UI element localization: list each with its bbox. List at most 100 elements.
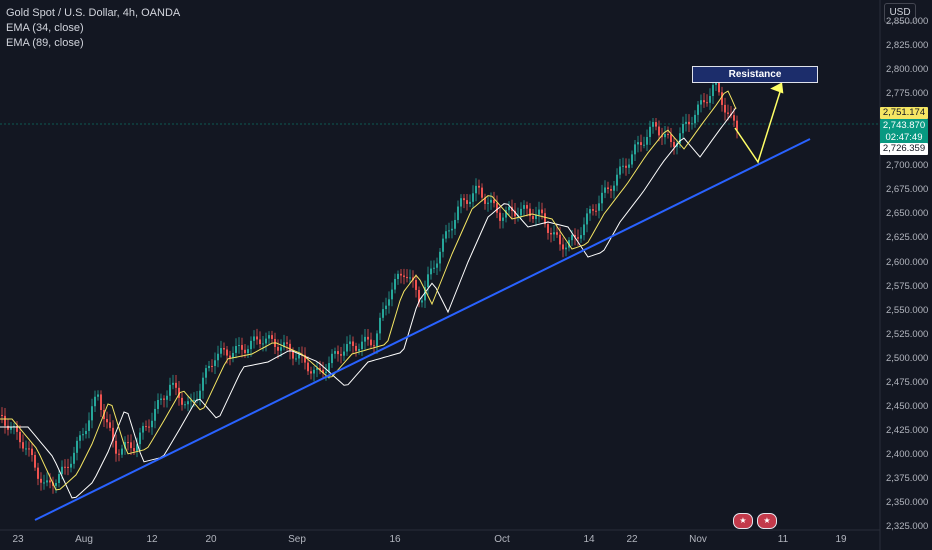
candle-body [721,92,723,105]
candle-body [142,426,144,433]
candle-body [22,442,24,449]
symbol-title[interactable]: Gold Spot / U.S. Dollar, 4h, OANDA [6,7,181,19]
candle-body [139,432,141,445]
candle-body [277,346,279,351]
candle-body [241,345,243,350]
us-flag-icon[interactable]: ★ [733,513,753,529]
candle-body [205,368,207,378]
candle-body [124,442,126,449]
candle-body [478,185,480,188]
candle-body [94,396,96,407]
candle-body [43,482,45,484]
candle-body [733,115,735,121]
us-flag-icon[interactable]: ★ [757,513,777,529]
candle-body [529,208,531,217]
candle-body [79,435,81,441]
price-tick-label: 2,650.000 [886,208,929,220]
resistance-label[interactable]: Resistance [692,66,818,83]
candle-body [361,341,363,350]
candle-body [112,427,114,441]
price-tick-label: 2,600.000 [886,256,929,268]
price-tick-label: 2,850.000 [886,16,929,27]
candle-body [85,430,87,435]
candle-body [58,474,60,483]
candle-body [508,206,510,211]
price-tick-label: 2,350.000 [886,497,929,508]
candle-body [541,209,543,214]
candle-body [538,209,540,215]
candle-body [178,387,180,398]
candle-body [601,192,603,204]
candle-body [673,142,675,147]
candle-body [640,142,642,146]
candle-body [130,442,132,449]
candle-body [685,121,687,124]
candle-body [292,351,294,359]
candle-body [505,210,507,218]
candle-body [700,100,702,105]
candle-body [106,419,108,423]
candle-body [598,203,600,211]
candle-body [445,231,447,239]
candle-body [49,480,51,483]
candle-body [469,201,471,204]
candle-body [166,395,168,400]
candle-body [376,333,378,346]
candle-body [136,444,138,452]
candle-body [403,275,405,277]
candle-body [514,210,516,217]
candle-body [661,135,663,138]
candle-body [349,341,351,345]
candle-body [10,427,12,430]
projection-arrow-head [770,82,784,94]
price-tick-label: 2,325.000 [886,521,929,533]
candle-body [370,339,372,346]
candle-body [7,425,9,430]
candle-body [712,84,714,97]
candle-body [463,198,465,201]
candle-body [388,299,390,306]
candle-body [355,345,357,351]
candle-body [202,377,204,391]
candle-body [76,440,78,453]
candle-body [553,232,555,235]
price-tick-label: 2,775.000 [886,88,929,100]
price-tick-label: 2,425.000 [886,424,929,436]
candle-body [580,235,582,239]
candle-body [286,342,288,344]
candle-body [487,202,489,204]
candle-body [28,448,30,450]
candle-body [193,399,195,401]
candle-body [625,165,627,168]
candle-body [682,123,684,134]
candle-body [163,398,165,400]
candle-body [325,371,327,374]
candle-body [577,237,579,239]
candle-body [307,362,309,372]
candle-body [658,126,660,136]
candle-body [343,351,345,356]
candle-body [664,134,666,138]
last-price-value: 2,743.870 [882,120,926,131]
candle-body [481,187,483,198]
candle-body [346,344,348,352]
ema89-price-tag: 2,726.359 [880,143,928,155]
candle-body [322,369,324,374]
price-tick-label: 2,400.000 [886,448,929,460]
candle-body [619,166,621,175]
candle-body [115,440,117,454]
candle-body [37,467,39,479]
candle-body [127,442,129,444]
candle-body [1,415,3,416]
ema89-legend[interactable]: EMA (89, close) [6,37,84,49]
ema34-legend[interactable]: EMA (34, close) [6,22,84,34]
time-tick-label: 14 [583,534,595,545]
currency-button[interactable]: USD [884,3,916,23]
candle-body [268,335,270,339]
candle-body [583,224,585,236]
time-tick-label: Sep [288,534,306,545]
candle-body [448,230,450,232]
candle-body [400,273,402,276]
price-tick-label: 2,675.000 [886,184,929,196]
